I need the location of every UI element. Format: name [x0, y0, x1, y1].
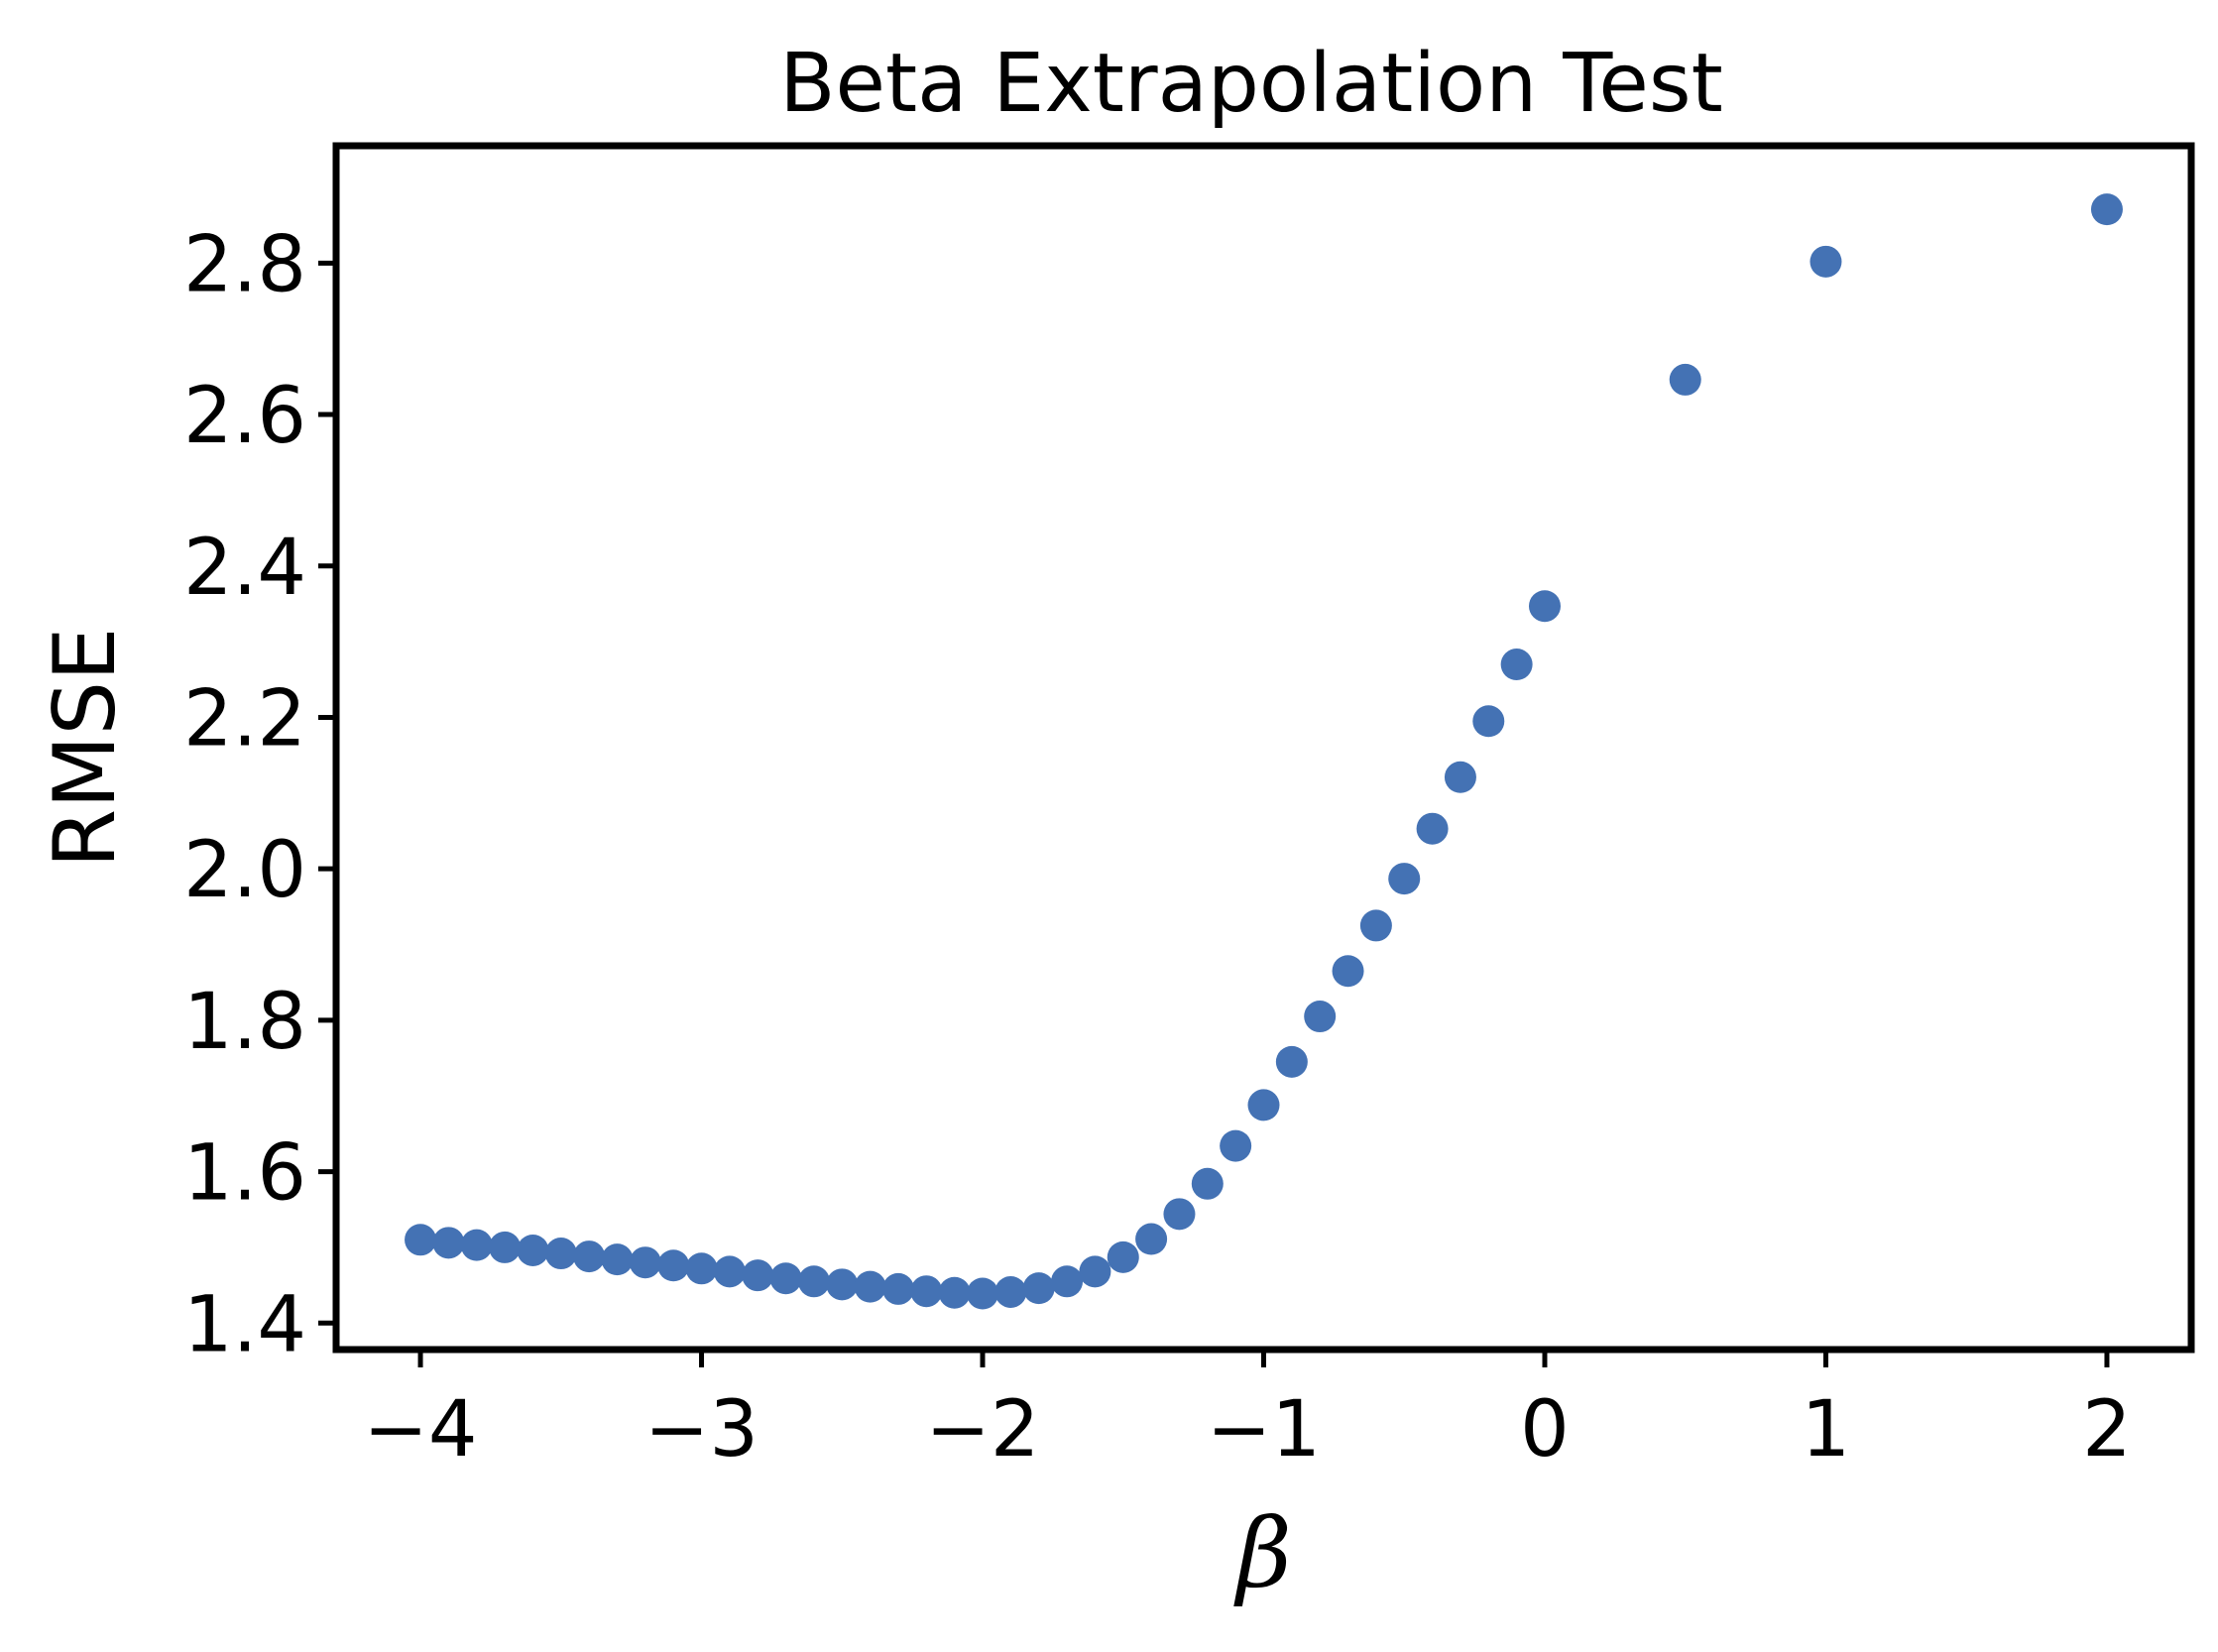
- x-tick-label: 0: [1520, 1385, 1570, 1475]
- y-axis-label: RMSE: [36, 628, 135, 869]
- data-point: [1247, 1089, 1280, 1121]
- data-point: [1500, 649, 1533, 681]
- data-point: [1079, 1255, 1111, 1288]
- data-point: [460, 1229, 493, 1261]
- data-point: [544, 1238, 577, 1270]
- data-point: [1332, 955, 1364, 988]
- data-point: [1359, 909, 1392, 942]
- y-tick-label: 2.8: [183, 220, 306, 309]
- data-point: [769, 1262, 802, 1295]
- x-tick-label: −4: [364, 1385, 478, 1475]
- y-tick-label: 2.6: [183, 372, 306, 461]
- data-point: [573, 1240, 606, 1273]
- data-point: [1388, 863, 1421, 895]
- y-tick-label: 2.0: [183, 826, 306, 915]
- data-point: [1416, 812, 1449, 845]
- x-tick-label: −1: [1207, 1385, 1321, 1475]
- x-tick-label: 2: [2082, 1385, 2132, 1475]
- data-point: [1275, 1045, 1308, 1078]
- data-point: [1528, 590, 1561, 623]
- x-axis-ticks: −4 −3 −2 −1 0 1 2: [364, 1350, 2132, 1475]
- x-tick-label: 1: [1802, 1385, 1851, 1475]
- data-point: [629, 1246, 661, 1279]
- data-point: [713, 1255, 746, 1288]
- data-point: [1191, 1167, 1224, 1200]
- data-point: [1022, 1272, 1055, 1305]
- data-point: [405, 1224, 437, 1256]
- y-tick-label: 1.6: [183, 1129, 306, 1219]
- data-point: [797, 1265, 830, 1298]
- data-point: [854, 1270, 886, 1303]
- data-point: [1304, 1001, 1337, 1033]
- data-point: [2090, 193, 2123, 226]
- data-point: [967, 1277, 999, 1310]
- data-point: [601, 1243, 634, 1276]
- data-point: [1163, 1198, 1196, 1231]
- x-tick-label: −3: [644, 1385, 759, 1475]
- y-tick-label: 1.8: [183, 978, 306, 1067]
- data-point: [910, 1275, 943, 1308]
- data-point: [826, 1268, 859, 1301]
- plot-area-frame: [332, 142, 2195, 1354]
- data-point: [489, 1231, 522, 1263]
- data-point: [1051, 1265, 1084, 1298]
- data-point: [1220, 1129, 1252, 1162]
- y-tick-label: 2.2: [183, 674, 306, 764]
- data-point: [994, 1275, 1027, 1308]
- data-point: [881, 1272, 914, 1305]
- data-point: [1472, 705, 1505, 738]
- data-point: [1444, 761, 1476, 793]
- y-axis-ticks: 1.4 1.6 1.8 2.0 2.2 2.4 2.6 2.8: [183, 220, 336, 1369]
- data-point: [742, 1259, 774, 1292]
- chart-title: Beta Extrapolation Test: [779, 37, 1723, 131]
- data-point: [432, 1227, 465, 1259]
- data-point: [1135, 1223, 1168, 1255]
- data-points: [405, 193, 2123, 1310]
- data-point: [1669, 363, 1701, 396]
- data-point: [685, 1252, 718, 1285]
- data-point: [657, 1249, 690, 1282]
- x-tick-label: −2: [926, 1385, 1040, 1475]
- y-tick-label: 2.4: [183, 524, 306, 613]
- data-point: [517, 1234, 549, 1266]
- data-point: [938, 1276, 971, 1309]
- x-axis-label: β: [1233, 1498, 1292, 1609]
- data-point: [1107, 1240, 1139, 1273]
- data-point: [1809, 245, 1842, 278]
- y-tick-label: 1.4: [183, 1280, 306, 1369]
